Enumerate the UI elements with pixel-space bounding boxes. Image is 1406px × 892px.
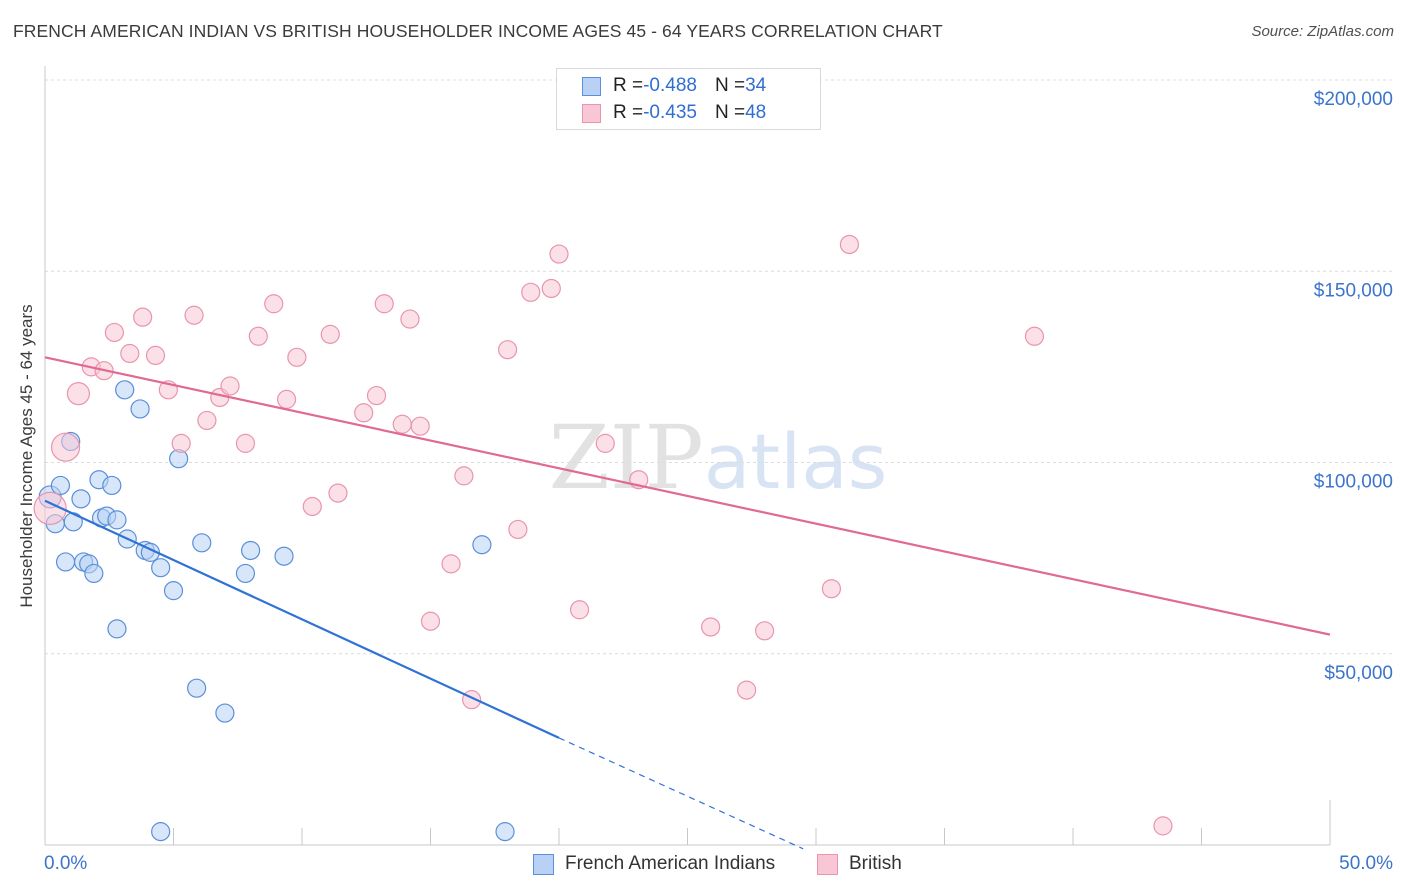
- point-french-american-indians: [472, 535, 492, 555]
- point-french-american-indians: [71, 489, 91, 509]
- point-french-american-indians: [50, 475, 71, 496]
- x-tick-label: 50.0%: [1339, 853, 1393, 874]
- point-french-american-indians: [115, 380, 135, 400]
- bottom-legend-label: French American Indians: [565, 853, 776, 874]
- point-french-american-indians: [215, 703, 235, 723]
- point-british: [145, 345, 166, 365]
- legend-n-value: 34: [745, 75, 767, 96]
- chart-source: Source: ZipAtlas.com: [1251, 23, 1394, 40]
- point-british: [549, 244, 569, 264]
- legend-r-value: -0.488: [643, 75, 697, 96]
- point-british: [248, 326, 268, 346]
- point-british: [392, 414, 412, 434]
- point-british: [737, 680, 757, 700]
- point-british: [302, 496, 322, 517]
- point-british: [50, 432, 81, 462]
- point-british: [1024, 326, 1045, 346]
- point-british: [595, 433, 615, 453]
- point-british: [276, 389, 297, 409]
- point-french-american-indians: [495, 822, 515, 842]
- point-french-american-indians: [187, 678, 207, 698]
- point-british: [264, 294, 284, 314]
- point-british: [354, 403, 374, 423]
- y-tick-label: $50,000: [1324, 663, 1393, 684]
- point-french-american-indians: [163, 581, 184, 601]
- chart-title: FRENCH AMERICAN INDIAN VS BRITISH HOUSEH…: [13, 21, 943, 41]
- point-french-american-indians: [130, 399, 150, 419]
- point-british: [66, 382, 91, 406]
- point-french-american-indians: [151, 558, 171, 578]
- legend-r-value: -0.435: [643, 102, 697, 123]
- point-french-american-indians: [241, 540, 261, 561]
- bottom-legend-british: British: [817, 852, 902, 876]
- point-british: [184, 305, 204, 325]
- point-french-american-indians: [192, 533, 212, 553]
- point-british: [420, 611, 441, 631]
- legend-row-british: R = -0.435 N = 48: [582, 101, 766, 125]
- point-british: [33, 491, 67, 525]
- y-tick-label: $150,000: [1314, 280, 1393, 301]
- point-british: [508, 519, 528, 540]
- point-french-american-indians: [107, 619, 127, 639]
- trend-line-extension-french-american-indians: [558, 737, 804, 850]
- legend-swatch-blue: [582, 76, 601, 96]
- point-british: [410, 416, 430, 436]
- point-french-american-indians: [84, 563, 104, 584]
- legend-swatch-pink: [582, 103, 601, 123]
- point-british: [441, 554, 461, 574]
- point-british: [821, 579, 842, 599]
- watermark: ZIPatlas: [549, 406, 888, 509]
- point-french-american-indians: [151, 822, 171, 842]
- point-french-american-indians: [55, 552, 76, 572]
- point-french-american-indians: [102, 475, 122, 496]
- point-british: [171, 433, 191, 453]
- point-british: [366, 385, 387, 406]
- legend-n-label: N =: [714, 102, 746, 123]
- point-british: [104, 322, 124, 343]
- legend-r-label: R =: [613, 102, 644, 123]
- correlation-legend: R = -0.488 N = 34 R = -0.435 N = 48: [556, 68, 821, 130]
- point-british: [197, 410, 217, 431]
- bottom-legend-swatch-blue: [533, 853, 554, 875]
- point-french-american-indians: [63, 512, 83, 532]
- point-british: [569, 600, 590, 620]
- point-british: [454, 466, 474, 486]
- legend-n-value: 48: [745, 102, 767, 123]
- point-british: [220, 376, 240, 396]
- point-french-american-indians: [235, 563, 256, 584]
- legend-r-label: R =: [613, 75, 644, 96]
- point-british: [498, 340, 518, 360]
- trend-line-french-american-indians: [44, 499, 560, 739]
- point-british: [541, 278, 561, 299]
- point-british: [287, 347, 307, 367]
- y-tick-label: $200,000: [1314, 89, 1393, 110]
- point-british: [235, 433, 256, 453]
- legend-n-label: N =: [714, 75, 746, 96]
- point-french-american-indians: [274, 546, 294, 566]
- x-tick-label: 0.0%: [44, 853, 87, 874]
- trend-line-british: [44, 356, 1331, 636]
- point-french-american-indians: [107, 510, 127, 530]
- point-british: [701, 617, 721, 637]
- bottom-legend-label: British: [849, 853, 902, 874]
- point-british: [133, 307, 153, 327]
- point-british: [400, 309, 420, 329]
- bottom-legend-swatch-pink: [817, 853, 838, 875]
- y-tick-label: $100,000: [1314, 472, 1393, 493]
- point-british: [320, 324, 340, 344]
- point-british: [328, 483, 348, 503]
- point-british: [120, 343, 140, 364]
- point-british: [374, 294, 394, 314]
- bottom-legend-french-american-indians: French American Indians: [533, 852, 775, 876]
- point-british: [521, 282, 541, 302]
- point-british: [839, 234, 860, 255]
- point-british: [754, 621, 775, 641]
- point-british: [1153, 816, 1173, 836]
- legend-row-french-american-indians: R = -0.488 N = 34: [582, 74, 766, 98]
